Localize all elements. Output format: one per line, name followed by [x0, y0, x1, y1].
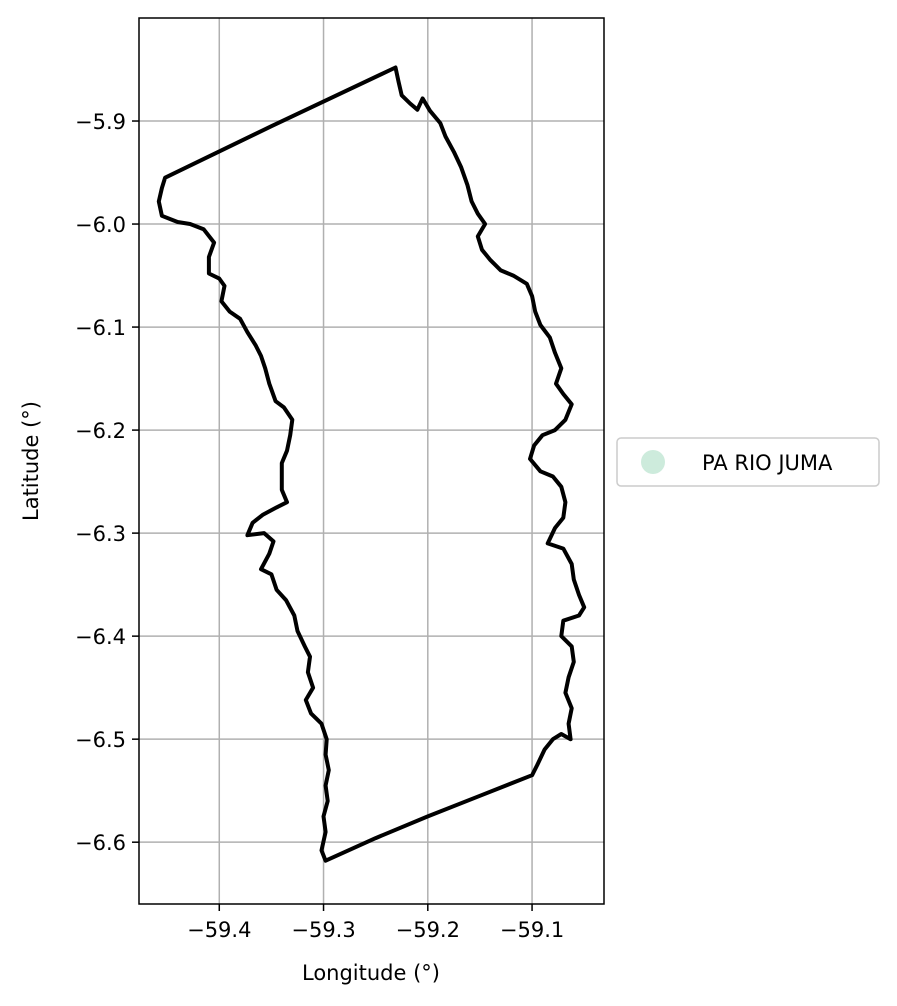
legend-frame — [616, 437, 880, 487]
y-tick-label: −5.9 — [75, 110, 126, 134]
x-tick-label: −59.4 — [187, 918, 251, 942]
x-tick-label: −59.3 — [291, 918, 355, 942]
y-tick-label: −6.6 — [75, 831, 126, 855]
plot-area — [139, 18, 604, 904]
axes-frame — [138, 17, 605, 905]
y-tick-label: −6.2 — [75, 419, 126, 443]
legend-marker — [641, 450, 665, 474]
y-tick-label: −6.4 — [75, 625, 126, 649]
y-tick-label: −6.1 — [75, 316, 126, 340]
x-tick-label: −59.2 — [396, 918, 460, 942]
x-axis-label: Longitude (°) — [302, 961, 440, 985]
y-tick-label: −6.3 — [75, 522, 126, 546]
axis-ticks: −59.4 −59.3 −59.2 −59.1 −5.9 −6.0 −6.1 −6.2 −6.3… — [75, 110, 564, 942]
legend-label: PA RIO JUMA — [702, 451, 833, 475]
y-tick-label: −6.0 — [75, 213, 126, 237]
legend: PA RIO JUMA — [616, 437, 880, 487]
y-axis-label: Latitude (°) — [19, 401, 43, 521]
pa-rio-juma-boundary — [156, 65, 587, 863]
x-tick-label: −59.1 — [500, 918, 564, 942]
y-tick-label: −6.5 — [75, 728, 126, 752]
